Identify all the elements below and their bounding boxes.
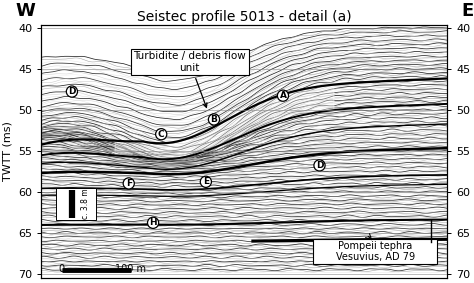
Title: Seistec profile 5013 - detail (a): Seistec profile 5013 - detail (a) — [137, 10, 352, 24]
Text: c. 3.8 m: c. 3.8 m — [81, 189, 90, 219]
Text: 0: 0 — [59, 264, 65, 274]
Text: D: D — [316, 161, 323, 170]
Text: Pompeii tephra
Vesuvius, AD 79: Pompeii tephra Vesuvius, AD 79 — [336, 241, 415, 262]
Text: E: E — [203, 177, 209, 186]
Text: W: W — [15, 2, 35, 20]
Text: C: C — [158, 130, 164, 139]
Text: E: E — [462, 2, 474, 20]
Text: 100 m: 100 m — [115, 264, 146, 274]
Text: A: A — [280, 91, 286, 100]
Bar — [55, 188, 96, 220]
Text: D: D — [68, 87, 76, 96]
Text: H: H — [149, 218, 157, 227]
Y-axis label: TWTT (ms): TWTT (ms) — [3, 121, 13, 181]
Text: F: F — [126, 179, 132, 188]
Bar — [313, 239, 437, 264]
Text: B: B — [210, 115, 218, 124]
Text: Turbidite / debris flow
unit: Turbidite / debris flow unit — [133, 51, 246, 107]
